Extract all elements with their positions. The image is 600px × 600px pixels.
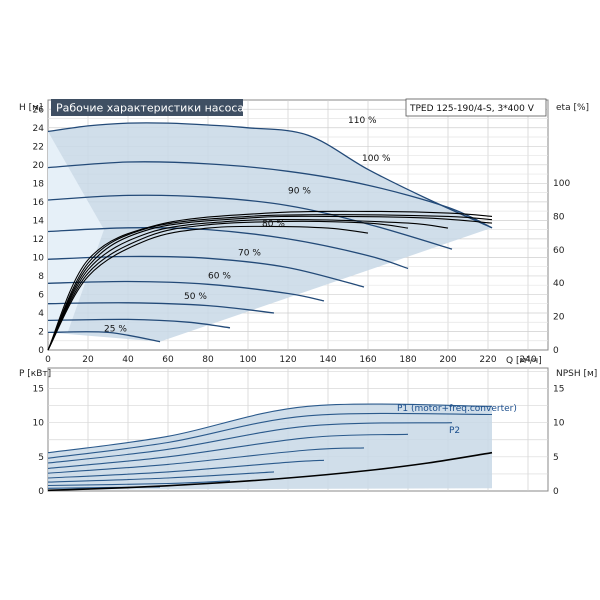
power-curve [47, 459, 325, 479]
x-tick-label: 60 [162, 355, 174, 365]
head-curve-label: 60 % [208, 272, 231, 282]
head-curve [47, 227, 409, 270]
efficiency-curve [47, 219, 449, 351]
x-tick-label: 20 [82, 355, 94, 365]
power-panel: 0 5 10 15 0 5 10 15 P [кВт] NPSH [м] P1 (motor… [19, 367, 597, 498]
y-tick-label: 20 [33, 161, 45, 171]
title-bar [51, 99, 243, 116]
x-tick-label: 40 [122, 355, 134, 365]
power-curve [47, 403, 493, 454]
power-curve [47, 412, 493, 459]
y-tick-label: 26 [33, 105, 45, 115]
efficiency-curve [47, 225, 369, 351]
x-tick-label: 180 [399, 355, 416, 365]
model-box [405, 98, 547, 117]
y-tick-label: 12 [33, 235, 44, 245]
power-tick-label: 0 [38, 487, 44, 497]
y-tick-label: 18 [33, 179, 45, 189]
npsh-tick-label: 15 [553, 385, 564, 395]
head-curve-label: 80 % [262, 220, 285, 230]
head-y-axis-label: H [м] [19, 103, 42, 113]
power-tick-label: 15 [33, 385, 44, 395]
head-curve-label: 100 % [362, 154, 391, 164]
efficiency-curve [47, 220, 409, 351]
eta-tick-label: 40 [553, 279, 565, 289]
power-curve [47, 471, 275, 483]
head-curves [47, 122, 493, 343]
x-tick-label: 140 [319, 355, 336, 365]
y-tick-label: 4 [38, 309, 44, 319]
efficiency-curve [47, 210, 493, 351]
head-x-tick-labels: 0 20 40 60 80 100 120 140 160 180 200 220 240 [45, 355, 537, 365]
head-panel: 110 %100 %90 %80 %70 %60 %50 %25 % 0 20 40… [19, 98, 589, 366]
npsh-axis-label: NPSH [м] [556, 369, 597, 379]
head-curve-labels: 110 % 100 % 90 % 80 % 70 % 60 %50 % 25 % [104, 116, 391, 334]
y-tick-label: 14 [33, 216, 45, 226]
npsh-tick-label: 5 [553, 453, 559, 463]
head-curve [47, 122, 493, 229]
x-tick-label: 160 [359, 355, 376, 365]
y-tick-label: 6 [38, 290, 44, 300]
eta-tick-label: 80 [553, 212, 565, 222]
power-curve [47, 447, 365, 474]
npsh-line [47, 451, 493, 492]
head-curve [47, 161, 493, 229]
head-curve [47, 331, 161, 343]
npsh-curve [47, 451, 493, 492]
power-curves [47, 403, 493, 489]
power-tick-label: 10 [33, 419, 45, 429]
p2-series-label: P2 [449, 426, 460, 436]
eta-tick-label: 100 [553, 179, 570, 189]
head-curve-label: 110 % [348, 116, 377, 126]
eta-axis-label: eta [%] [556, 103, 589, 113]
y-tick-label: 0 [38, 346, 44, 356]
head-operating-area [48, 122, 492, 342]
x-axis-label: Q [м³/ч] [506, 356, 542, 366]
npsh-tick-label: 10 [553, 419, 565, 429]
head-curve [47, 318, 231, 329]
head-curve-label: 70 % [238, 248, 261, 258]
eta-tick-label: 0 [553, 346, 559, 356]
x-tick-label: 220 [479, 355, 496, 365]
p1-series-label: P1 (motor+freq.converter) [397, 404, 517, 414]
eta-tick-label: 20 [553, 313, 565, 323]
x-tick-label: 120 [279, 355, 296, 365]
head-curve-label: 25 % [104, 324, 127, 334]
power-curve [47, 480, 231, 487]
power-curve [47, 433, 409, 469]
x-tick-label: 100 [239, 355, 256, 365]
head-curve-label: 90 % [288, 186, 311, 196]
low-flow-region [48, 131, 104, 333]
power-y-axis-label: P [кВт] [19, 369, 51, 379]
head-curve [47, 302, 275, 314]
pump-model: TPED 125-190/4-S, 3*400 V [409, 104, 535, 114]
eta-tick-label: 60 [553, 246, 565, 256]
efficiency-curve [47, 215, 493, 351]
head-operating-region [48, 122, 492, 342]
npsh-tick-labels: 0 5 10 15 [553, 385, 565, 498]
y-tick-label: 22 [33, 142, 44, 152]
efficiency-curve [47, 214, 493, 351]
x-tick-label: 0 [45, 355, 51, 365]
x-tick-label: 80 [202, 355, 214, 365]
chart-title: Рабочие характеристики насоса [56, 102, 244, 115]
y-tick-label: 24 [33, 124, 45, 134]
head-curve [47, 194, 453, 250]
y-tick-label: 16 [33, 198, 45, 208]
power-tick-label: 5 [38, 453, 44, 463]
x-tick-label: 200 [439, 355, 456, 365]
power-y-tick-labels: 0 5 10 15 [33, 385, 45, 498]
y-tick-label: 8 [38, 272, 44, 282]
head-curve [47, 280, 325, 302]
eta-tick-labels: 0 20 40 60 80 100 [553, 179, 570, 356]
y-tick-label: 10 [33, 253, 45, 263]
x-tick-label: 240 [519, 355, 536, 365]
power-curve [47, 422, 453, 464]
efficiency-curves [47, 210, 493, 351]
head-curve-label: 50 % [184, 292, 207, 302]
y-tick-label: 2 [38, 327, 44, 337]
npsh-tick-label: 0 [553, 487, 559, 497]
